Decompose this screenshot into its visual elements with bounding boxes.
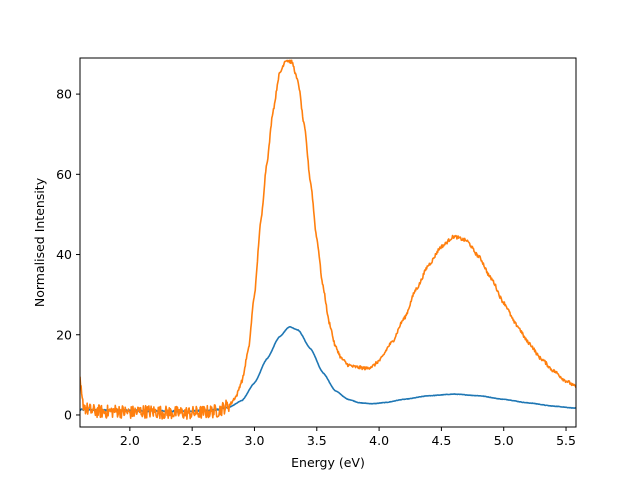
y-tick-label: 40 — [56, 247, 72, 262]
x-axis-label: Energy (eV) — [291, 455, 365, 470]
x-axis: 2.0 2.5 3.0 3.5 4.0 4.5 5.0 5.5 — [120, 427, 576, 448]
x-tick-label: 5.5 — [556, 433, 576, 448]
y-axis: 0 20 40 60 80 — [56, 87, 80, 422]
x-tick-label: 4.0 — [369, 433, 389, 448]
x-tick-label: 4.5 — [431, 433, 451, 448]
x-tick-label: 3.0 — [245, 433, 265, 448]
y-tick-label: 0 — [64, 407, 72, 422]
series-layer — [80, 59, 576, 420]
y-tick-label: 20 — [56, 327, 72, 342]
y-tick-label: 60 — [56, 167, 72, 182]
x-tick-label: 5.0 — [494, 433, 514, 448]
x-tick-label: 2.0 — [120, 433, 140, 448]
x-tick-label: 2.5 — [182, 433, 202, 448]
series-line-1 — [80, 325, 576, 413]
series-line-2 — [80, 59, 576, 420]
y-axis-label: Normalised Intensity — [32, 177, 47, 307]
plot-frame — [79, 57, 577, 428]
plot-area — [79, 57, 577, 428]
y-tick-label: 80 — [56, 87, 72, 102]
x-tick-label: 3.5 — [307, 433, 327, 448]
